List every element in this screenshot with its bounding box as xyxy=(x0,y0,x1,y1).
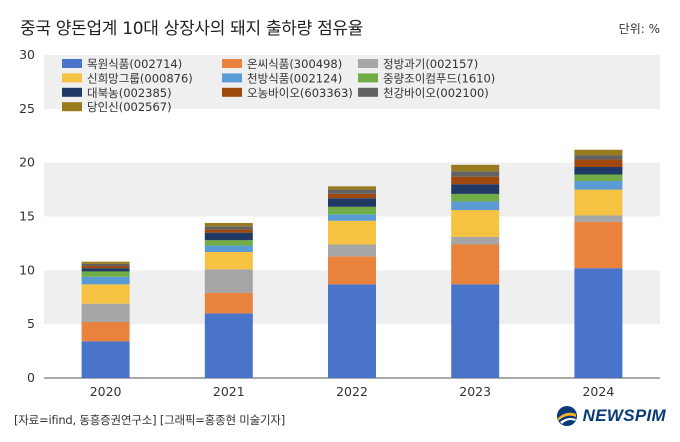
bar-segment-2023-9 xyxy=(451,164,500,172)
legend-label: 당인신(002567) xyxy=(87,100,172,114)
bar-segment-2024-8 xyxy=(574,155,623,160)
bar-segment-2022-9 xyxy=(328,186,376,190)
y-tick-label: 20 xyxy=(19,155,35,170)
bar-segment-2022-0 xyxy=(328,284,376,378)
bar-segment-2020-9 xyxy=(81,261,130,264)
y-tick-label: 25 xyxy=(19,101,35,116)
x-tick-label: 2023 xyxy=(459,384,491,399)
legend-label: 중량조이컴푸드(1610) xyxy=(383,71,495,85)
bar-segment-2023-8 xyxy=(451,171,500,177)
brand-logo: NEWSPIM xyxy=(556,405,666,427)
source-note: [자료=ifind, 동흥증권연구소] [그래픽=홍종현 미술기자] xyxy=(14,413,286,427)
bar-segment-2021-5 xyxy=(204,240,253,246)
legend-swatch xyxy=(358,59,378,68)
legend-label: 목원식품(002714) xyxy=(87,57,182,71)
y-tick-label: 5 xyxy=(27,316,35,331)
legend-swatch xyxy=(62,102,82,112)
legend-label: 신희망그룹(000876) xyxy=(87,71,193,85)
legend-swatch xyxy=(62,73,82,83)
bar-segment-2020-6 xyxy=(81,268,130,272)
bar-segment-2023-4 xyxy=(451,201,500,211)
bar-segment-2022-3 xyxy=(328,220,376,245)
legend-label: 정방과기(002157) xyxy=(383,57,478,71)
bar-segment-2023-2 xyxy=(451,236,500,245)
bar-segment-2023-7 xyxy=(451,176,500,185)
chart-title: 중국 양돈업계 10대 상장사의 돼지 출하량 점유율 xyxy=(20,19,364,39)
bar-segment-2022-8 xyxy=(328,189,376,194)
bar-segment-2020-1 xyxy=(81,322,130,342)
bar-segment-2021-2 xyxy=(204,269,253,293)
bar-segment-2024-0 xyxy=(574,268,623,378)
bar-segment-2024-5 xyxy=(574,174,623,181)
legend-label: 온씨식품(300498) xyxy=(247,57,342,71)
bar-segment-2021-9 xyxy=(204,222,253,227)
legend-swatch xyxy=(62,87,82,97)
bar-segment-2023-0 xyxy=(451,284,500,378)
bar-segment-2020-3 xyxy=(81,284,130,304)
x-tick-label: 2022 xyxy=(336,384,368,399)
bar-segment-2022-2 xyxy=(328,244,376,257)
bar-segment-2024-7 xyxy=(574,159,623,167)
legend-swatch xyxy=(222,73,242,83)
y-tick-label: 30 xyxy=(19,47,35,62)
legend-swatch xyxy=(222,59,242,68)
bar-segment-2020-8 xyxy=(81,263,130,267)
bar-segment-2021-1 xyxy=(204,292,253,314)
bar-segment-2023-3 xyxy=(451,210,500,237)
unit-label: 단위: % xyxy=(618,22,660,36)
bar-segment-2021-8 xyxy=(204,226,253,230)
bar-segment-2023-6 xyxy=(451,184,500,194)
grid-band xyxy=(44,55,660,109)
bar-segment-2022-4 xyxy=(328,214,376,221)
x-tick-label: 2020 xyxy=(90,384,122,399)
bar-segment-2022-5 xyxy=(328,206,376,215)
bar-segment-2022-6 xyxy=(328,198,376,207)
bar-segment-2024-6 xyxy=(574,166,623,175)
bar-segment-2023-1 xyxy=(451,244,500,285)
bar-segment-2024-3 xyxy=(574,189,623,216)
bar-segment-2024-4 xyxy=(574,180,623,190)
legend-swatch xyxy=(62,59,82,68)
bar-segment-2021-4 xyxy=(204,245,253,253)
bar-segment-2021-3 xyxy=(204,252,253,270)
bar-segment-2023-5 xyxy=(451,193,500,202)
legend-label: 오농바이오(603363) xyxy=(247,86,353,100)
bar-segment-2020-4 xyxy=(81,276,130,285)
legend-swatch xyxy=(358,87,378,97)
legend-label: 천방식품(002124) xyxy=(247,71,342,85)
bar-segment-2020-7 xyxy=(81,266,130,269)
legend-swatch xyxy=(358,73,378,83)
bar-segment-2021-7 xyxy=(204,229,253,233)
bar-segment-2022-1 xyxy=(328,256,376,285)
bar-segment-2020-2 xyxy=(81,303,130,323)
x-tick-label: 2024 xyxy=(582,384,614,399)
bar-segment-2021-6 xyxy=(204,232,253,241)
legend-swatch xyxy=(222,87,242,97)
bar-segment-2024-2 xyxy=(574,215,623,222)
y-tick-label: 0 xyxy=(27,370,35,385)
y-tick-label: 15 xyxy=(19,209,35,224)
bar-segment-2024-1 xyxy=(574,221,623,269)
bar-segment-2020-0 xyxy=(81,341,130,378)
legend-label: 천강바이오(002100) xyxy=(383,86,489,100)
y-tick-label: 10 xyxy=(19,262,35,277)
newspim-logo-icon xyxy=(556,406,577,426)
x-tick-label: 2021 xyxy=(213,384,245,399)
bar-segment-2020-5 xyxy=(81,271,130,277)
bar-segment-2024-9 xyxy=(574,149,623,156)
bar-segment-2022-7 xyxy=(328,193,376,199)
bar-segment-2021-0 xyxy=(204,313,253,378)
legend-label: 대북농(002385) xyxy=(87,86,172,100)
brand-name: NEWSPIM xyxy=(582,406,666,425)
